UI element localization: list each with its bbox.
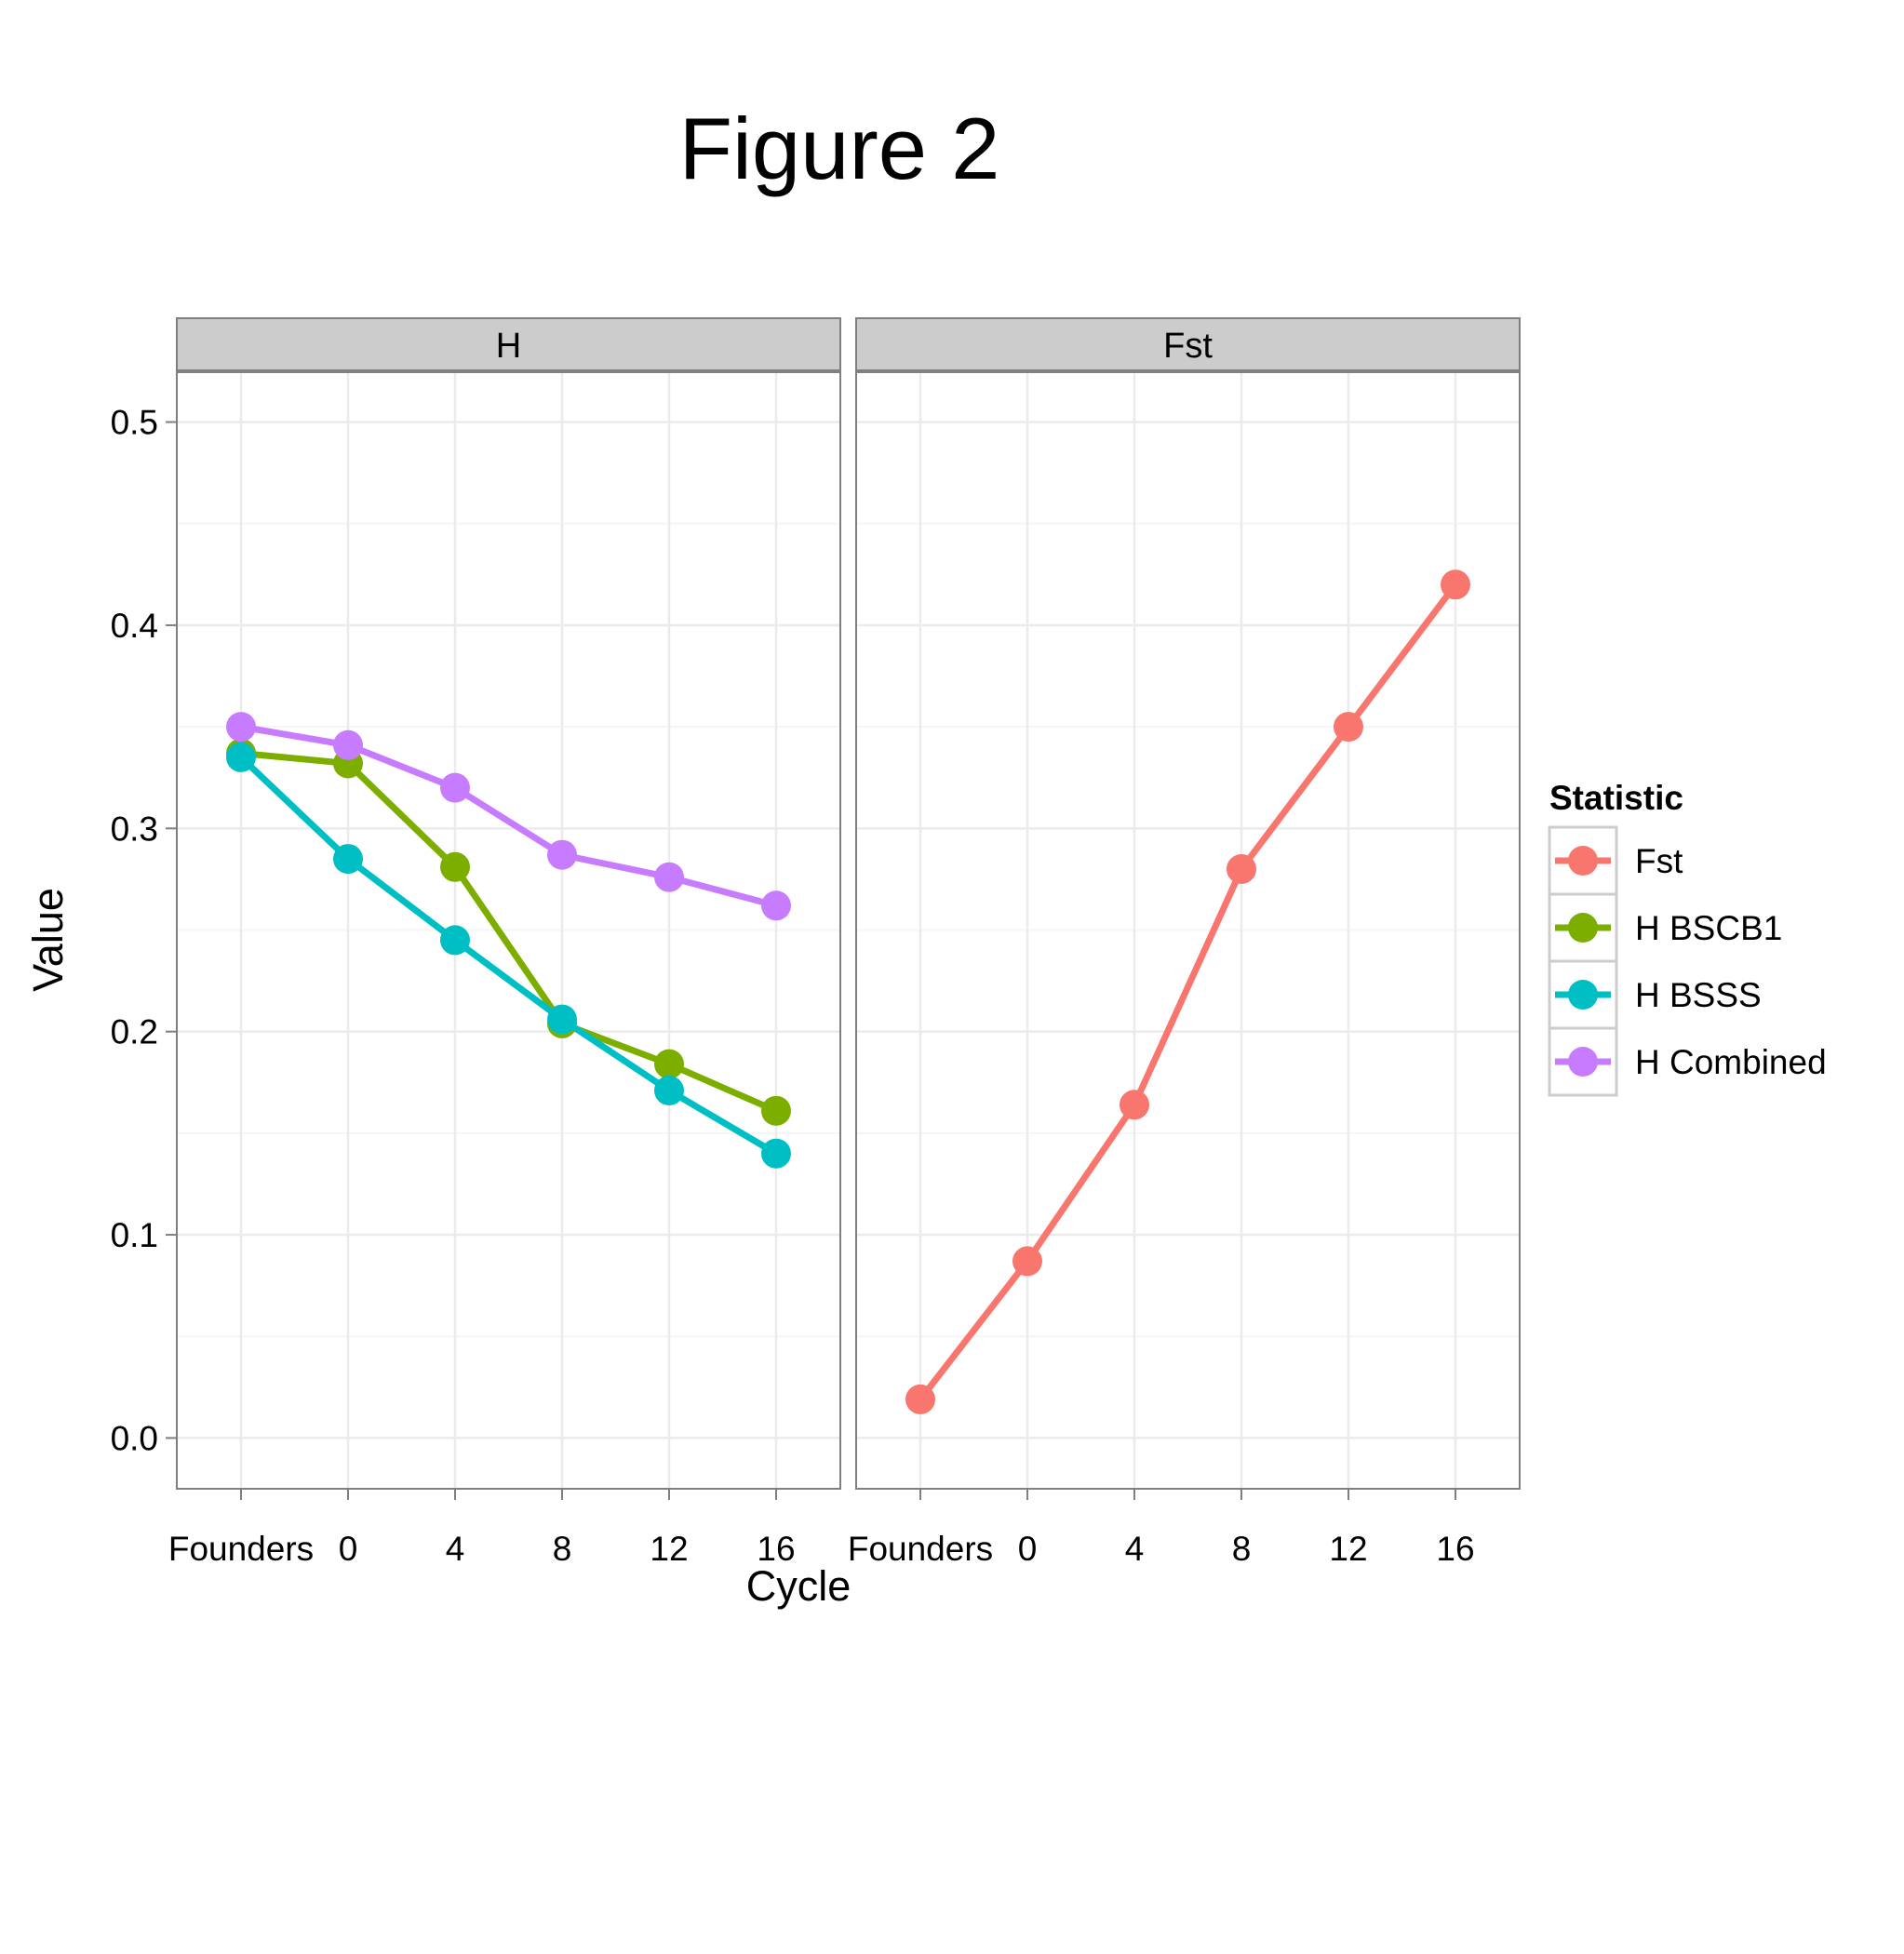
legend-entry: Fst [1548, 825, 1683, 896]
chart-title: Figure 2 [679, 100, 1000, 197]
data-point [547, 1004, 577, 1035]
panels-layer: 0.0 0.1 0.2 0.3 0.4 0.5 H Founders 0 4 8 12 16 Fst Fou… [111, 317, 1521, 1568]
x-tick-label: 0 [339, 1530, 358, 1568]
legend-key-point [1568, 913, 1598, 943]
legend-title: Statistic [1549, 779, 1683, 817]
x-tick-label: 4 [1125, 1530, 1145, 1568]
data-point [761, 890, 791, 921]
x-axis-title: Cycle [746, 1562, 851, 1610]
legend-key-point [1568, 846, 1598, 876]
x-tick-label: 8 [1232, 1530, 1252, 1568]
x-tick-label: 8 [553, 1530, 572, 1568]
data-point [654, 1076, 684, 1106]
panel-h: H Founders 0 4 8 12 16 [168, 317, 841, 1568]
legend-key-point [1568, 1047, 1598, 1077]
legend-label: Fst [1635, 842, 1683, 880]
y-tick-label: 0.1 [111, 1216, 158, 1254]
x-tick-label: 16 [1436, 1530, 1474, 1568]
legend-label: H BSCB1 [1635, 909, 1782, 947]
data-point [1441, 569, 1470, 600]
y-tick-label: 0.5 [111, 404, 158, 442]
x-tick-label: 12 [1329, 1530, 1367, 1568]
legend: Statistic Fst H BSCB1 H BSSS H Combined [1548, 779, 1827, 1097]
data-point [226, 742, 256, 772]
y-tick-label: 0.4 [111, 607, 158, 645]
series-line [237, 754, 780, 1158]
data-point [1334, 712, 1363, 743]
data-point [440, 772, 470, 803]
data-point [1227, 853, 1256, 884]
data-point [905, 1384, 935, 1414]
data-point [1120, 1090, 1149, 1120]
data-point [226, 712, 256, 743]
data-point [654, 1049, 684, 1079]
x-tick-label: 0 [1018, 1530, 1038, 1568]
legend-entry: H BSCB1 [1548, 892, 1782, 963]
legend-entry: H BSSS [1548, 959, 1762, 1030]
strip-background [176, 317, 841, 372]
y-tick-label: 0.2 [111, 1013, 158, 1051]
data-point [333, 844, 363, 875]
legend-entry: H Combined [1548, 1026, 1827, 1097]
legend-label: H Combined [1635, 1043, 1827, 1081]
legend-label: H BSSS [1635, 976, 1762, 1014]
data-point [440, 851, 470, 882]
strip-background [855, 317, 1521, 372]
data-point [761, 1095, 791, 1126]
data-point [761, 1138, 791, 1169]
y-axis-title: Value [24, 888, 72, 992]
series-line [237, 750, 780, 1115]
data-point [654, 862, 684, 892]
y-tick-label: 0.3 [111, 810, 158, 848]
strip-label: Fst [1163, 327, 1213, 366]
data-point [440, 925, 470, 956]
legend-key-point [1568, 980, 1598, 1010]
data-point [333, 729, 363, 760]
data-point [547, 839, 577, 870]
x-tick-label: 16 [757, 1530, 795, 1568]
x-tick-label: Founders [168, 1530, 314, 1568]
x-tick-label: 12 [650, 1530, 688, 1568]
x-tick-label: Founders [848, 1530, 993, 1568]
series-fst [905, 569, 1470, 1414]
y-tick-label: 0.0 [111, 1419, 158, 1457]
data-point [1012, 1246, 1042, 1277]
series-line [237, 723, 780, 909]
x-tick-label: 4 [446, 1530, 465, 1568]
series-h-combined [226, 712, 791, 921]
strip-label: H [496, 327, 521, 366]
series-h-bsss [226, 742, 791, 1169]
series-line [917, 581, 1459, 1403]
panel-fst: Fst Founders 0 4 8 12 16 [848, 317, 1521, 1568]
